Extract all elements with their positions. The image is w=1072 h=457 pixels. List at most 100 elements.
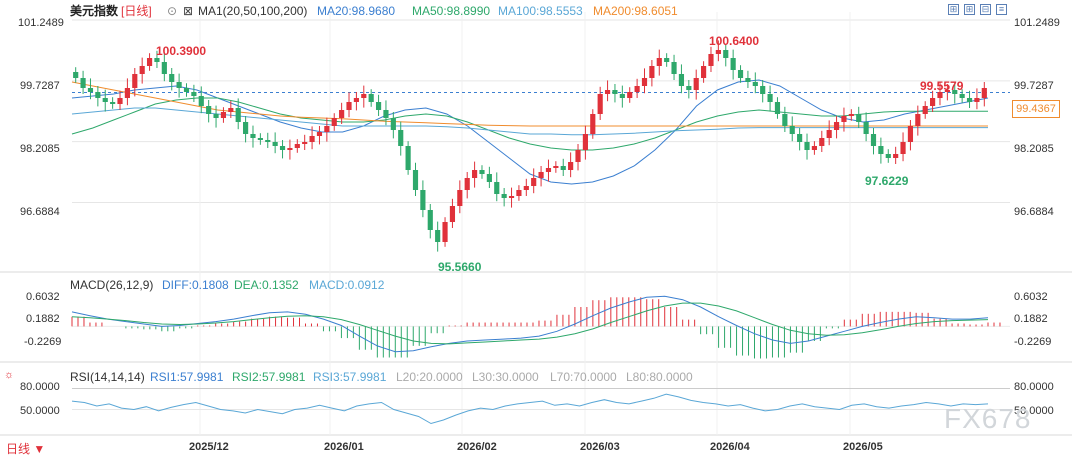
candle-body [339,110,345,118]
timeframe-label: 日线 [6,442,31,456]
symbol-name: 美元指数 [70,4,119,18]
timeframe-tag[interactable]: [日线] [121,4,152,18]
candle-body [265,140,271,142]
candle-body [198,96,204,106]
macd-axis-left-label: 0.6032 [26,291,60,303]
candle-body [907,126,914,142]
candle-body [708,54,714,66]
candle-body [959,94,965,98]
candle-body [878,146,884,154]
candle-body [885,154,891,158]
chart-icon[interactable]: ⊟ [980,4,991,15]
candle-body [952,90,958,94]
candle-body [95,92,101,98]
candle-body [671,62,677,74]
candle-body [538,172,544,178]
candle-body [863,122,869,134]
sun-icon[interactable]: ☼ [4,369,15,381]
candle-body [102,98,108,102]
candle-body [597,94,603,114]
candle-body [464,178,470,190]
candle-body [841,116,847,122]
candle-body [427,210,433,230]
price-axis-right-label: 96.6884 [1014,206,1054,218]
rsi-axis-left-label: 50.0000 [20,405,60,417]
candle-body [228,108,234,112]
candle-body [302,142,308,144]
candle-body [582,134,588,150]
candle-body [294,144,300,148]
candle-body [73,72,79,78]
list-icon[interactable]: ≡ [996,4,1007,15]
candle-body [479,170,485,174]
candle-body [176,82,182,88]
candle-body [782,114,788,126]
candle-body [191,92,197,96]
candle-body [833,122,840,130]
macd-dea-value: DEA:0.1352 [234,278,299,292]
candle-body [826,130,832,138]
ma-line-ma50 [71,97,988,151]
candle-body [353,98,359,102]
macd-dea-line [71,302,989,345]
x-axis-label: 2026/02 [457,441,497,453]
candle-body [745,78,751,82]
candle-body [346,102,352,110]
candle-body [324,126,330,132]
candle-body [124,88,130,98]
ma-indicator-icon[interactable]: ⊠ [183,4,194,18]
candle-body [612,90,618,94]
candle-body [279,146,286,150]
candle-body [619,94,625,98]
candle-body [560,166,566,170]
rsi-l20: L20:20.0000 [396,370,463,384]
candle-body [760,86,766,94]
candle-body [442,222,448,242]
candle-body [893,154,899,158]
candle-body [375,102,382,110]
grid-icon[interactable]: ⊞ [964,4,975,15]
candle-body [752,82,758,86]
candle-body [604,90,611,94]
macd-axis-right-label: -0.2269 [1014,336,1052,348]
candle-body [398,130,404,146]
macd-axis-left-label: -0.2269 [24,336,62,348]
price-axis-left-label: 98.2085 [20,143,60,155]
candle-body [361,94,367,98]
candle-body [257,138,263,140]
candle-body [944,90,950,92]
rsi-l80: L80:80.0000 [626,370,693,384]
candle-body [250,134,256,138]
candle-body [900,142,906,154]
grid-icon[interactable]: ⊞ [948,4,959,15]
candle-body [930,98,936,106]
candle-body [87,88,94,92]
candle-body [701,66,707,78]
rsi-l30: L30:30.0000 [472,370,539,384]
candle-body [154,58,160,62]
candle-body [206,106,212,114]
rsi1-value: RSI1:57.9981 [150,370,224,384]
candle-body [767,94,773,102]
candle-body [139,66,145,74]
candle-body [412,170,419,190]
settings-icon[interactable]: ⊙ [167,4,178,18]
candle-body [449,206,456,222]
candle-body [715,50,721,54]
timeframe-selector[interactable]: 日线 ▼ [6,442,46,456]
candle-body [848,114,854,116]
candle-body [634,86,640,92]
candle-body [922,106,928,114]
candle-body [368,94,374,102]
candle-body [575,150,581,162]
candle-body [531,178,537,186]
candle-body [568,162,574,170]
price-axis-left-label: 101.2489 [18,17,64,29]
candle-body [545,168,552,172]
candle-body [774,102,781,114]
candle-body [811,146,817,150]
candle-body [723,50,729,58]
candle-body [804,142,810,150]
